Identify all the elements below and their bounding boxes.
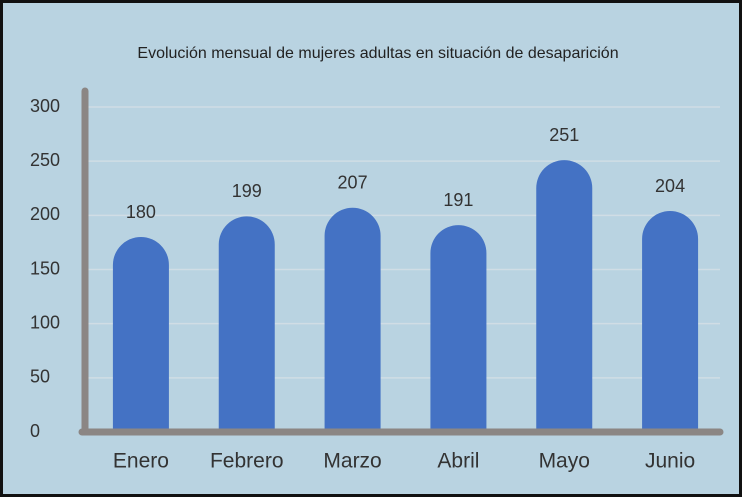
value-label: 199 — [232, 181, 262, 201]
x-tick-label: Mayo — [539, 450, 590, 473]
value-label: 207 — [338, 173, 368, 193]
y-tick-label: 0 — [30, 421, 40, 441]
x-tick-label: Marzo — [323, 450, 381, 473]
x-tick-label: Enero — [113, 450, 169, 473]
y-tick-label: 250 — [30, 150, 60, 170]
y-tick-label: 200 — [30, 204, 60, 224]
bar — [324, 207, 381, 432]
value-label: 204 — [655, 176, 685, 196]
bar — [430, 225, 487, 432]
bar — [642, 211, 699, 432]
bar — [218, 216, 275, 432]
bar — [112, 237, 169, 432]
y-tick-label: 300 — [30, 96, 60, 116]
y-tick-label: 100 — [30, 312, 60, 332]
x-tick-label: Abril — [437, 450, 479, 473]
chart-title: Evolución mensual de mujeres adultas en … — [137, 45, 619, 62]
x-tick-label: Junio — [645, 450, 695, 473]
x-tick-label: Febrero — [210, 450, 284, 473]
value-label: 191 — [443, 190, 473, 210]
chart: 0 50 100 150 200 250 300 Enero 180 Febrero 199 Marz… — [30, 87, 724, 473]
value-label: 251 — [549, 125, 579, 145]
value-label: 180 — [126, 202, 156, 222]
y-tick-label: 150 — [30, 258, 60, 278]
y-tick-label: 50 — [30, 367, 50, 387]
bar — [536, 160, 593, 432]
